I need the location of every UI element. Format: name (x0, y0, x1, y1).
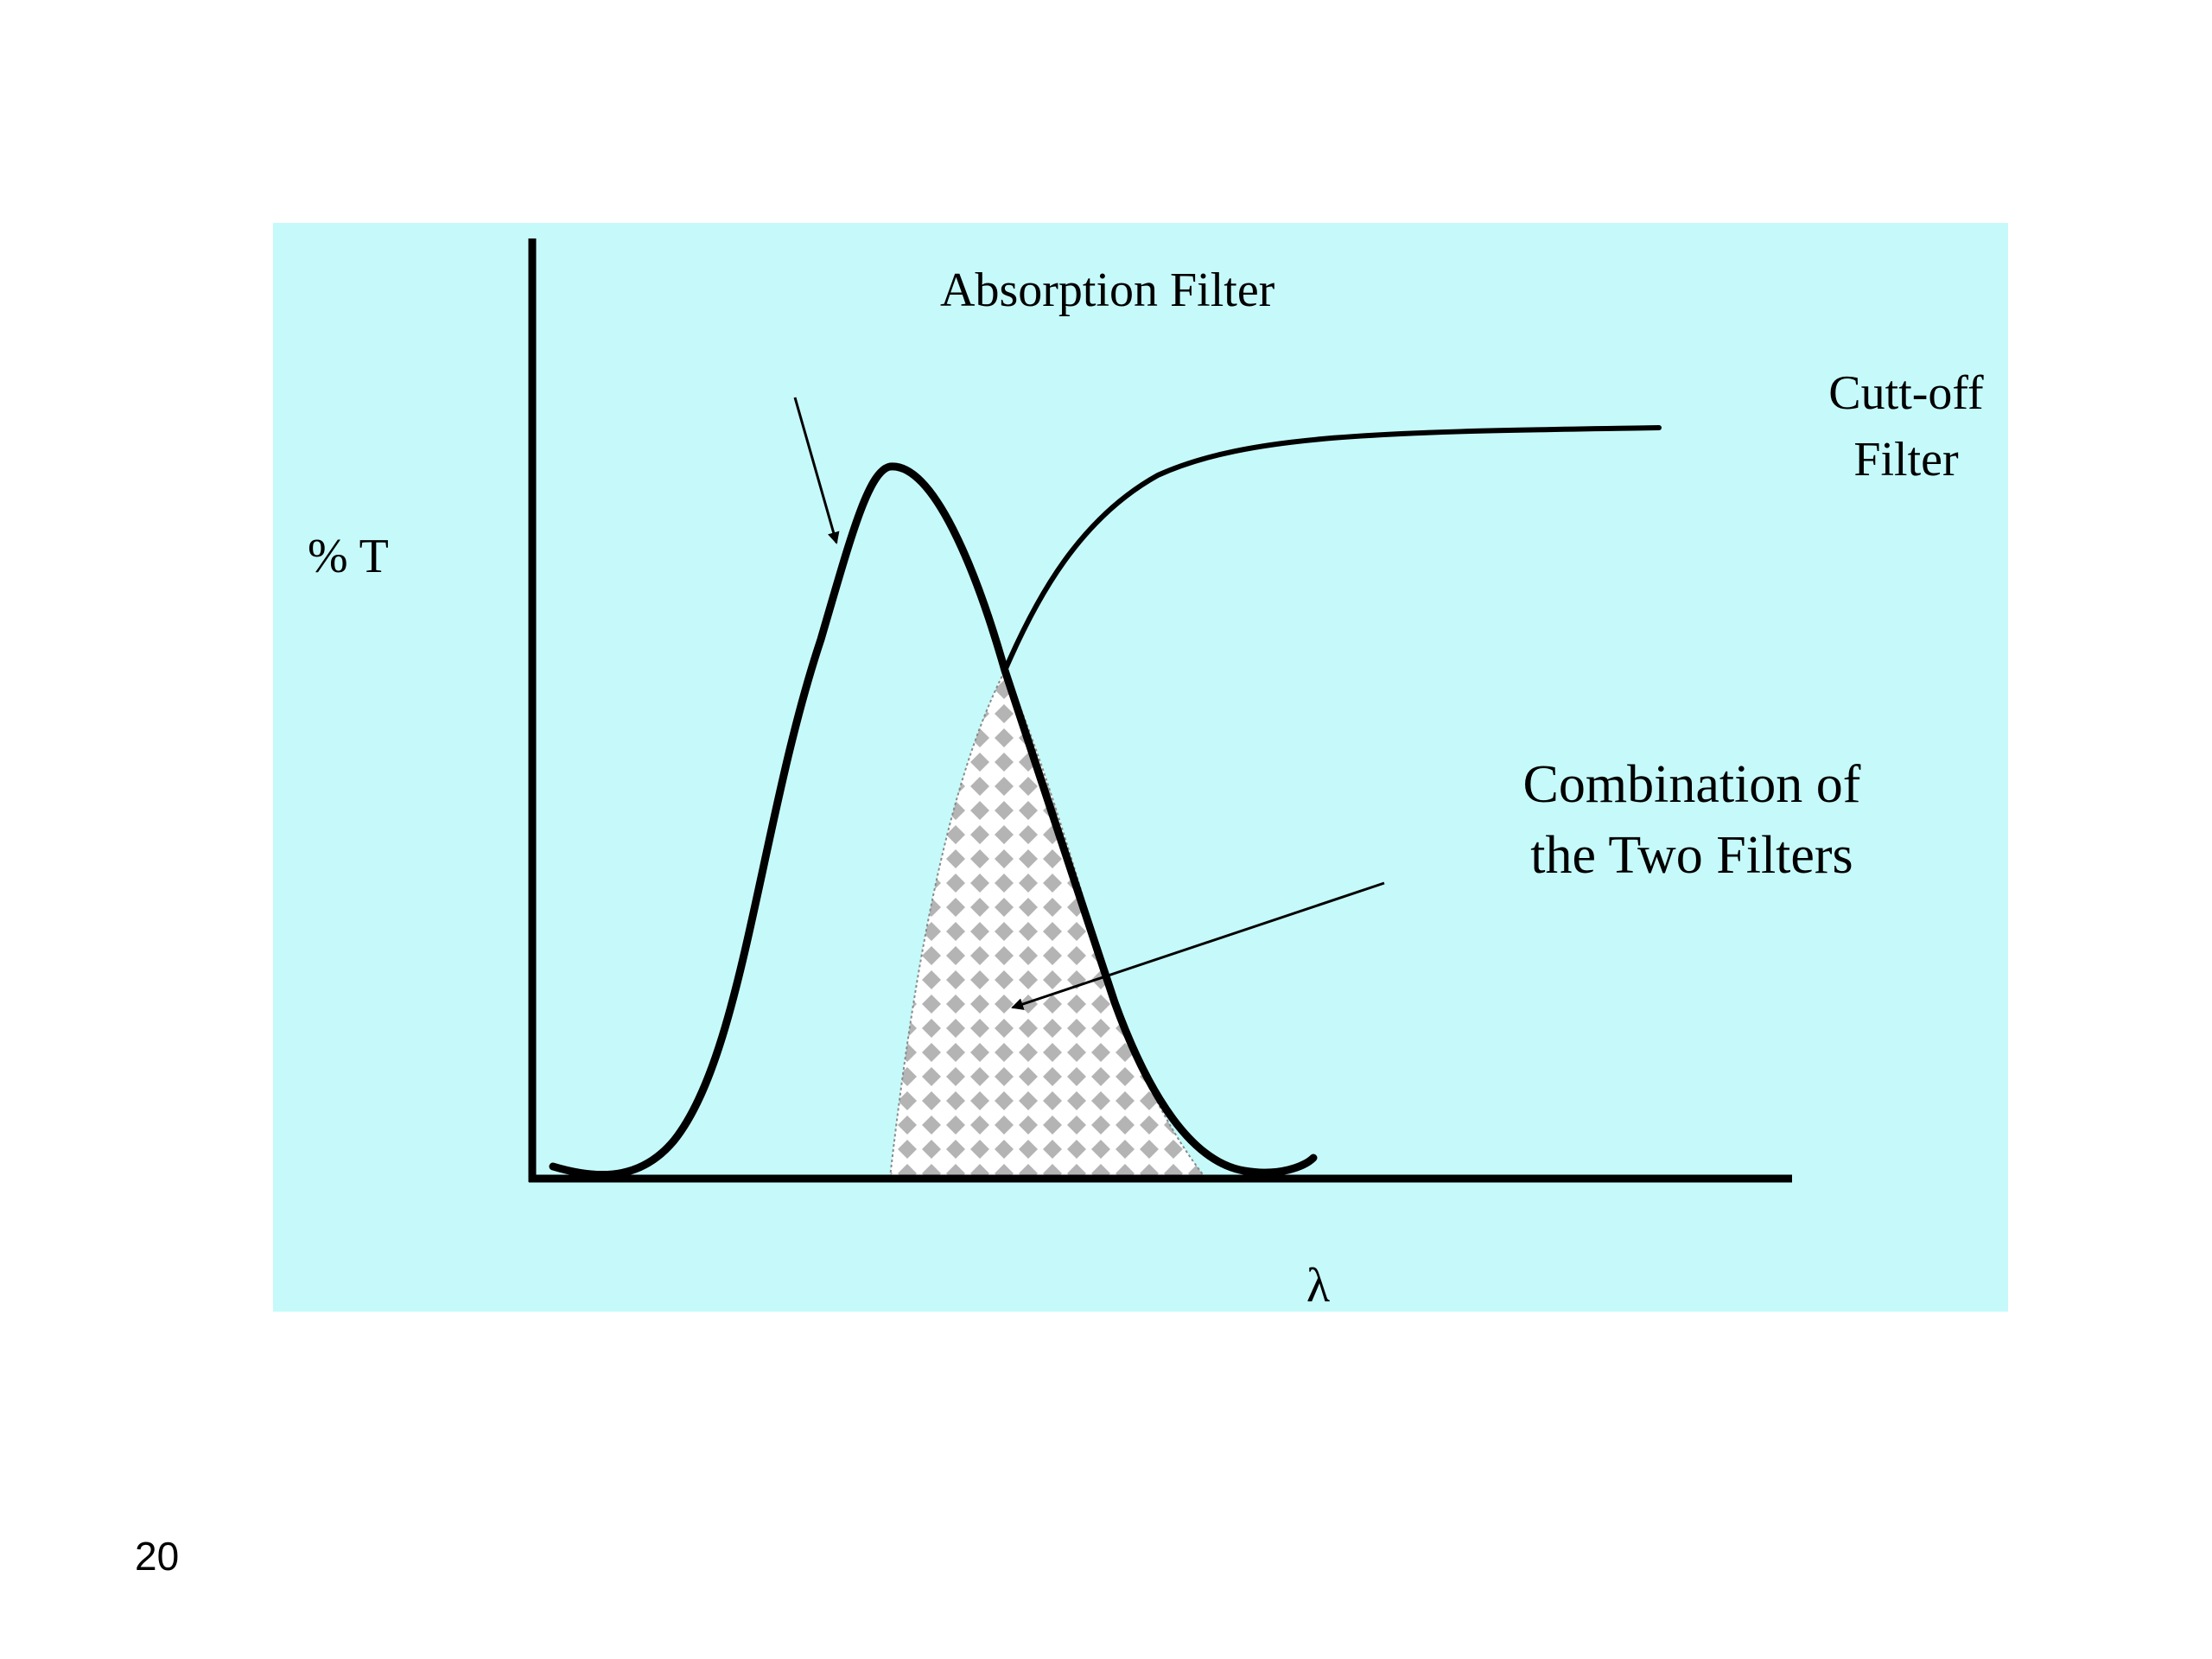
x-axis-label: λ (1306, 1259, 1330, 1313)
combination-arrow (1011, 881, 1385, 1010)
cutoff-filter-label-line1: Cutt-off (1828, 366, 1984, 420)
slide-number: 20 (135, 1534, 180, 1579)
absorption-filter-label: Absorption Filter (940, 264, 1275, 317)
absorption-arrow (793, 397, 840, 544)
cutoff-filter-label-line2: Filter (1853, 433, 1959, 486)
combination-label-line2: the Two Filters (1530, 826, 1853, 885)
combination-label-line1: Combination of (1523, 755, 1861, 814)
y-axis-label: % T (308, 530, 389, 583)
absorption-filter-curve (549, 462, 1318, 1179)
cutoff-filter-curve (1002, 425, 1662, 673)
